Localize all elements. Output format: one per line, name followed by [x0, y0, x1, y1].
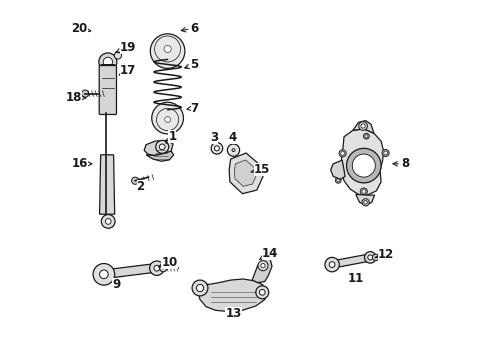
Circle shape [156, 140, 169, 153]
Text: 10: 10 [159, 256, 177, 269]
Circle shape [161, 45, 174, 58]
Circle shape [155, 36, 180, 62]
Text: 20: 20 [71, 22, 91, 35]
Circle shape [362, 199, 369, 206]
Circle shape [365, 135, 368, 138]
Circle shape [382, 149, 389, 157]
Circle shape [163, 113, 172, 123]
Polygon shape [146, 151, 174, 161]
Circle shape [156, 108, 179, 131]
Circle shape [99, 270, 108, 279]
Circle shape [365, 252, 376, 263]
Circle shape [154, 265, 160, 271]
Circle shape [93, 264, 115, 285]
Circle shape [211, 143, 222, 154]
Circle shape [103, 57, 113, 67]
Polygon shape [252, 258, 272, 283]
Circle shape [341, 152, 344, 155]
Circle shape [256, 286, 269, 299]
Circle shape [368, 255, 373, 260]
Circle shape [372, 254, 379, 261]
Circle shape [196, 284, 204, 292]
Circle shape [99, 53, 117, 71]
Circle shape [232, 149, 235, 152]
Circle shape [81, 90, 89, 97]
Text: 11: 11 [348, 273, 364, 285]
Polygon shape [234, 160, 256, 186]
Circle shape [164, 45, 171, 53]
Circle shape [152, 102, 183, 134]
Polygon shape [229, 153, 263, 194]
Circle shape [364, 133, 369, 139]
Circle shape [364, 201, 368, 204]
Text: 6: 6 [181, 22, 199, 35]
Circle shape [150, 34, 185, 68]
Text: 9: 9 [112, 278, 121, 291]
Text: 3: 3 [210, 131, 219, 144]
Circle shape [165, 117, 171, 122]
Circle shape [132, 177, 139, 184]
Polygon shape [331, 160, 345, 179]
Text: 2: 2 [137, 180, 145, 193]
Circle shape [352, 154, 375, 177]
Polygon shape [331, 254, 371, 268]
Circle shape [362, 190, 366, 193]
Text: 8: 8 [393, 157, 409, 170]
Circle shape [227, 144, 240, 156]
Text: 7: 7 [187, 102, 198, 114]
Polygon shape [353, 121, 374, 133]
Polygon shape [144, 140, 173, 156]
Text: 5: 5 [185, 58, 199, 71]
Polygon shape [99, 155, 115, 214]
Circle shape [384, 151, 388, 155]
Circle shape [335, 177, 341, 183]
Text: 1: 1 [166, 130, 176, 143]
Circle shape [215, 146, 220, 151]
Text: 14: 14 [259, 247, 278, 260]
Circle shape [346, 148, 381, 183]
Circle shape [105, 219, 111, 224]
Circle shape [337, 179, 340, 182]
Circle shape [159, 144, 165, 150]
Circle shape [261, 264, 265, 268]
Circle shape [192, 280, 208, 296]
Polygon shape [342, 129, 384, 195]
Circle shape [359, 122, 368, 130]
FancyBboxPatch shape [99, 66, 117, 114]
Polygon shape [197, 279, 268, 311]
Circle shape [149, 261, 164, 275]
Circle shape [339, 150, 346, 157]
Circle shape [361, 124, 365, 128]
Text: 13: 13 [225, 307, 242, 320]
Polygon shape [356, 194, 374, 205]
Circle shape [160, 265, 167, 272]
Circle shape [114, 52, 122, 59]
Circle shape [329, 262, 335, 267]
Circle shape [360, 188, 368, 195]
Text: 19: 19 [116, 41, 136, 54]
Text: 12: 12 [376, 248, 394, 261]
Circle shape [101, 215, 115, 228]
Text: 4: 4 [229, 131, 237, 144]
Text: 16: 16 [71, 157, 92, 170]
Text: 18: 18 [66, 91, 86, 104]
Circle shape [325, 257, 339, 272]
Polygon shape [103, 264, 154, 279]
Circle shape [258, 261, 268, 271]
Circle shape [259, 289, 265, 295]
Text: 15: 15 [251, 163, 270, 176]
Text: 17: 17 [119, 64, 136, 77]
